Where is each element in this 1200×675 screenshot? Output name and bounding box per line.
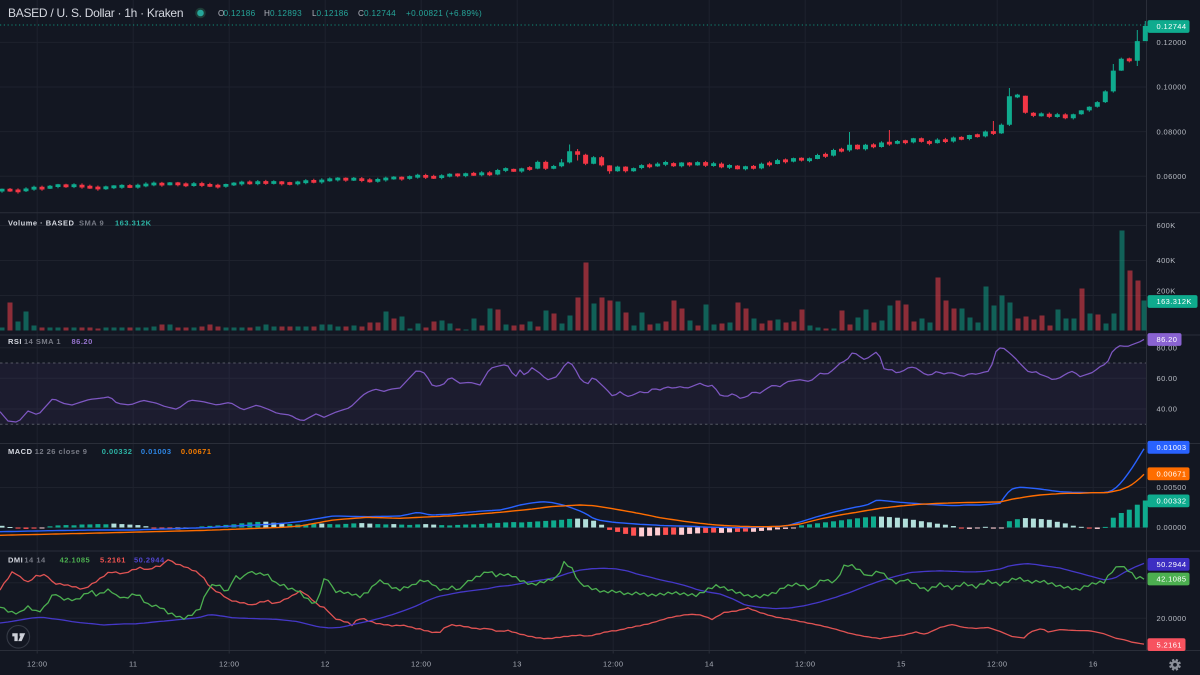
svg-text:0.12186: 0.12186 bbox=[317, 9, 349, 18]
svg-text:C: C bbox=[358, 9, 364, 18]
svg-text:BASED / U. S. Dollar · 1h · Kr: BASED / U. S. Dollar · 1h · Kraken bbox=[8, 6, 183, 20]
svg-text:600K: 600K bbox=[1157, 221, 1176, 230]
svg-text:L: L bbox=[312, 9, 317, 18]
svg-text:0.00671: 0.00671 bbox=[1157, 470, 1187, 479]
svg-text:0.12186: 0.12186 bbox=[224, 9, 256, 18]
svg-text:Volume · BASED: Volume · BASED bbox=[8, 218, 75, 227]
svg-text:0.08000: 0.08000 bbox=[1157, 127, 1187, 136]
svg-text:+0.00821 (+6.89%): +0.00821 (+6.89%) bbox=[406, 9, 482, 18]
svg-text:5.2161: 5.2161 bbox=[1157, 640, 1182, 649]
svg-text:50.2944: 50.2944 bbox=[134, 556, 165, 565]
svg-text:0.12000: 0.12000 bbox=[1157, 38, 1187, 47]
svg-text:5.2161: 5.2161 bbox=[100, 556, 126, 565]
svg-text:86.20: 86.20 bbox=[72, 337, 93, 346]
svg-text:12:00: 12:00 bbox=[27, 659, 47, 668]
svg-text:0.12893: 0.12893 bbox=[270, 9, 302, 18]
svg-text:0.01003: 0.01003 bbox=[1157, 443, 1187, 452]
svg-text:0.00000: 0.00000 bbox=[1157, 523, 1187, 532]
svg-text:12:00: 12:00 bbox=[219, 659, 239, 668]
svg-text:80.00: 80.00 bbox=[1157, 343, 1178, 352]
svg-text:0.00500: 0.00500 bbox=[1157, 483, 1187, 492]
svg-text:42.1085: 42.1085 bbox=[1157, 575, 1187, 584]
svg-text:50.2944: 50.2944 bbox=[1157, 560, 1187, 569]
svg-text:0.06000: 0.06000 bbox=[1157, 172, 1187, 181]
svg-text:60.00: 60.00 bbox=[1157, 374, 1178, 383]
svg-text:0.01003: 0.01003 bbox=[141, 447, 172, 456]
svg-text:0.12744: 0.12744 bbox=[364, 9, 396, 18]
svg-text:RSI: RSI bbox=[8, 337, 22, 346]
svg-text:MACD: MACD bbox=[8, 447, 33, 456]
svg-text:20.0000: 20.0000 bbox=[1157, 614, 1187, 623]
svg-text:15: 15 bbox=[897, 659, 906, 668]
svg-text:12:00: 12:00 bbox=[411, 659, 431, 668]
svg-text:163.312K: 163.312K bbox=[1157, 297, 1192, 306]
svg-text:14 14: 14 14 bbox=[24, 556, 46, 565]
svg-text:14: 14 bbox=[705, 659, 714, 668]
svg-text:O: O bbox=[218, 9, 225, 18]
svg-text:11: 11 bbox=[129, 659, 137, 668]
svg-text:SMA 9: SMA 9 bbox=[79, 218, 104, 227]
svg-text:12 26 close 9: 12 26 close 9 bbox=[35, 447, 88, 456]
svg-text:42.1085: 42.1085 bbox=[60, 556, 91, 565]
svg-text:12: 12 bbox=[321, 659, 330, 668]
svg-text:13: 13 bbox=[513, 659, 522, 668]
svg-text:12:00: 12:00 bbox=[603, 659, 623, 668]
svg-text:16: 16 bbox=[1089, 659, 1098, 668]
svg-text:400K: 400K bbox=[1157, 256, 1176, 265]
svg-text:H: H bbox=[264, 9, 270, 18]
svg-text:0.00332: 0.00332 bbox=[1157, 497, 1187, 506]
svg-text:0.00332: 0.00332 bbox=[102, 447, 133, 456]
svg-text:12:00: 12:00 bbox=[987, 659, 1007, 668]
svg-text:12:00: 12:00 bbox=[795, 659, 815, 668]
svg-text:163.312K: 163.312K bbox=[115, 218, 152, 227]
svg-text:40.00: 40.00 bbox=[1157, 405, 1178, 414]
svg-text:0.12744: 0.12744 bbox=[1157, 22, 1187, 31]
svg-text:200K: 200K bbox=[1157, 287, 1176, 296]
svg-text:14 SMA 1: 14 SMA 1 bbox=[24, 337, 61, 346]
svg-text:DMI: DMI bbox=[8, 556, 23, 565]
svg-text:0.00671: 0.00671 bbox=[181, 447, 212, 456]
svg-text:86.20: 86.20 bbox=[1157, 335, 1178, 344]
svg-text:0.10000: 0.10000 bbox=[1157, 83, 1187, 92]
